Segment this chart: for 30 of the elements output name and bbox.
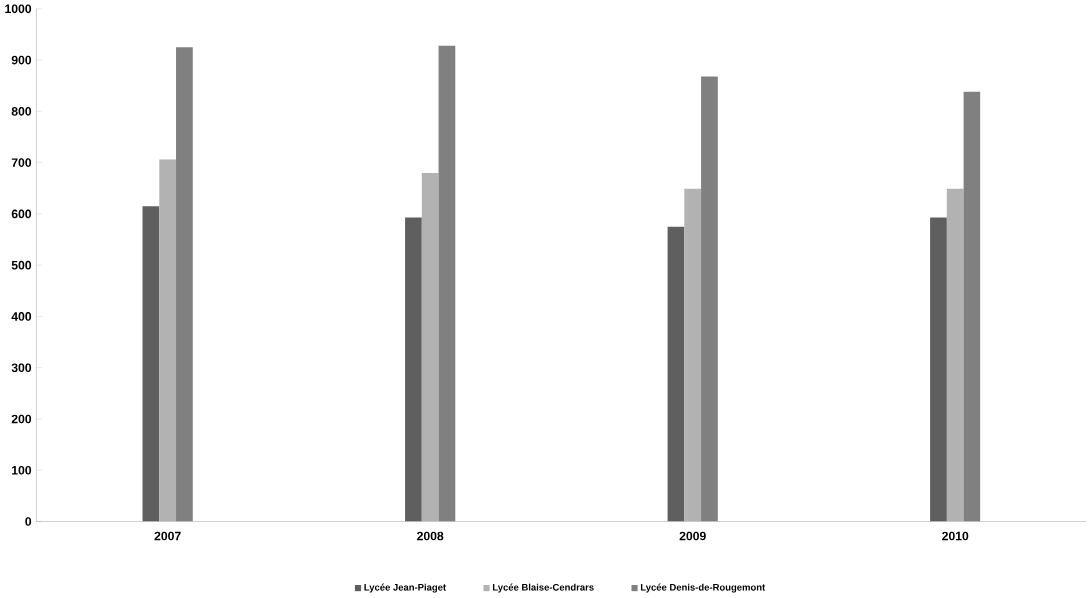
y-tick-label: 100 (12, 465, 32, 475)
bar (176, 47, 193, 522)
y-tick-label: 300 (11, 363, 32, 373)
x-tick-label: 2008 (417, 531, 444, 541)
legend-label: Lycée Jean-Piaget (364, 583, 446, 593)
bar (421, 172, 439, 522)
bar (963, 91, 981, 522)
bar (405, 217, 422, 522)
x-tick-label: 2007 (154, 531, 181, 541)
bar (930, 217, 947, 522)
bar (684, 188, 702, 522)
y-tick-label: 500 (11, 260, 32, 270)
x-tick-label: 2010 (942, 531, 969, 541)
y-tick-label: 200 (11, 414, 32, 424)
y-tick-label: 700 (11, 158, 32, 167)
y-tick-label: 0 (25, 517, 32, 526)
bar (667, 226, 685, 522)
y-tick-label: 400 (11, 312, 32, 321)
y-tick-label: 1000 (5, 4, 32, 14)
y-tick-label: 800 (11, 107, 32, 116)
bar (946, 188, 964, 522)
y-tick-label: 900 (11, 55, 32, 65)
bar (142, 206, 160, 522)
bar (701, 76, 718, 522)
y-tick-label: 600 (11, 209, 32, 219)
legend-label: Lycée Blaise-Cendrars (492, 583, 594, 593)
legend-label: Lycée Denis-de-Rougemont (640, 583, 766, 593)
bar (438, 45, 456, 522)
x-tick-label: 2009 (679, 531, 706, 541)
bar (159, 159, 177, 522)
